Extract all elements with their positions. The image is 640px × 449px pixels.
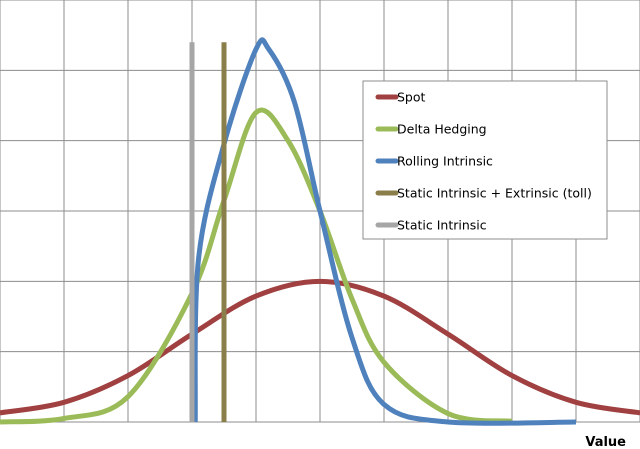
series-line-delta-hedging [0,107,513,425]
legend-label-delta-hedging: Delta Hedging [397,122,487,137]
x-axis-title: Value [585,435,626,449]
series-line-rolling-intrinsic [192,37,577,426]
series-line-spot [0,278,640,416]
legend-label-rolling-intrinsic: Rolling Intrinsic [397,154,493,169]
legend-box [362,80,608,240]
legend-label-static-intrinsic-extrinsic-toll: Static Intrinsic + Extrinsic (toll) [397,186,592,201]
legend-label-static-intrinsic: Static Intrinsic [397,218,487,233]
chart-legend: Spot Delta Hedging Rolling Intrinsic Static… [362,80,608,240]
plot-area [0,37,640,426]
legend-label-spot: Spot [397,90,426,105]
